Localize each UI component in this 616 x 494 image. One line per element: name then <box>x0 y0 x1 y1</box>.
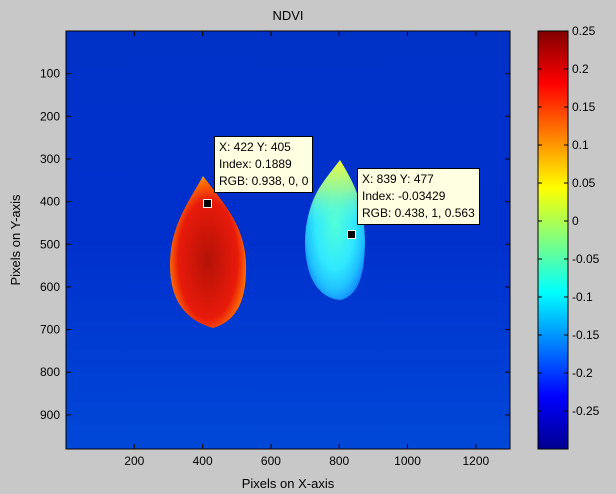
axes-frame <box>65 30 511 450</box>
leaf-left <box>170 176 247 328</box>
y-tick-label: 800 <box>40 365 60 379</box>
colorbar-tick-label: 0.2 <box>572 62 589 76</box>
y-tick-label: 700 <box>40 323 60 337</box>
colorbar-tick-label: 0.05 <box>572 176 596 190</box>
datatip-left-index: Index: 0.1889 <box>219 157 292 171</box>
ndvi-background <box>66 31 510 449</box>
y-tick-label: 500 <box>40 237 60 251</box>
x-tick-label: 1200 <box>462 454 489 468</box>
y-tick-label: 600 <box>40 280 60 294</box>
colorbar-tick-label: -0.05 <box>572 252 600 266</box>
datatip-right-coords: X: 839 Y: 477 <box>362 172 434 186</box>
datatip-left-coords: X: 422 Y: 405 <box>219 140 291 154</box>
leaf-right-tip <box>308 160 362 225</box>
x-tick-label: 1000 <box>394 454 421 468</box>
y-tick-label: 300 <box>40 152 60 166</box>
colorbar <box>537 30 569 450</box>
y-tick-label: 900 <box>40 408 60 422</box>
colorbar-ticks: 0.25 0.2 0.15 0.1 0.05 0 -0.05 -0.1 -0.15 -0.2 -0.… <box>538 24 600 418</box>
datatip-right[interactable]: X: 839 Y: 477 Index: -0.03429 RGB: 0.438… <box>357 168 480 225</box>
x-tick-label: 400 <box>193 454 213 468</box>
datatip-right-marker[interactable] <box>347 230 356 239</box>
x-tick-label: 200 <box>124 454 144 468</box>
leaf-right <box>305 160 365 300</box>
datatip-left-rgb: RGB: 0.938, 0, 0 <box>219 174 309 188</box>
colorbar-tick-label: 0.15 <box>572 100 596 114</box>
plot-area <box>66 31 510 449</box>
datatip-left-marker[interactable] <box>203 199 212 208</box>
y-tick-label: 400 <box>40 195 60 209</box>
colorbar-tick-label: -0.25 <box>572 404 600 418</box>
chart-title: NDVI <box>272 8 303 23</box>
x-tick-label: 800 <box>329 454 349 468</box>
colorbar-tick-label: 0 <box>572 214 579 228</box>
datatip-left[interactable]: X: 422 Y: 405 Index: 0.1889 RGB: 0.938, … <box>214 136 314 193</box>
y-axis-ticks: 100 200 300 400 500 600 700 800 900 <box>40 67 510 422</box>
leaf-left-outline <box>170 176 247 328</box>
datatip-right-rgb: RGB: 0.438, 1, 0.563 <box>362 206 475 220</box>
y-tick-label: 200 <box>40 109 60 123</box>
datatip-right-index: Index: -0.03429 <box>362 189 446 203</box>
colorbar-tick-label: -0.1 <box>572 290 593 304</box>
y-tick-label: 100 <box>40 67 60 81</box>
colorbar-tick-label: 0.25 <box>572 24 596 38</box>
x-tick-label: 600 <box>261 454 281 468</box>
y-axis-label: Pixels on Y-axis <box>8 194 23 286</box>
colorbar-tick-label: 0.1 <box>572 138 589 152</box>
x-axis-label: Pixels on X-axis <box>242 476 335 491</box>
colorbar-tick-label: -0.2 <box>572 366 593 380</box>
colorbar-tick-label: -0.15 <box>572 328 600 342</box>
x-axis-ticks: 200 400 600 800 1000 1200 <box>124 31 490 468</box>
